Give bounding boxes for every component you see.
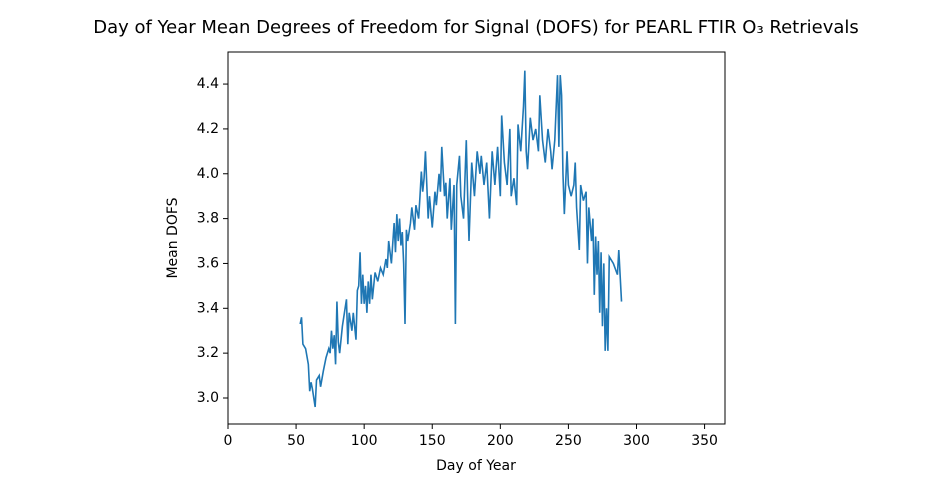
x-tick-label: 350 <box>691 433 718 449</box>
y-tick-label: 3.0 <box>197 390 219 406</box>
y-tick-label: 4.2 <box>197 121 219 137</box>
x-tick-label: 250 <box>555 433 582 449</box>
y-tick-label: 3.8 <box>197 211 219 227</box>
y-tick-label: 3.4 <box>197 300 219 316</box>
y-tick-label: 3.6 <box>197 255 219 271</box>
y-tick-label: 4.0 <box>197 166 219 182</box>
plot-frame <box>227 51 726 425</box>
data-line <box>299 70 623 408</box>
x-axis-label: Day of Year <box>436 458 516 474</box>
x-tick-label: 200 <box>487 433 514 449</box>
y-tick-label: 3.2 <box>197 345 219 361</box>
x-tick-label: 100 <box>351 433 378 449</box>
x-tick-label: 300 <box>623 433 650 449</box>
x-tick-label: 0 <box>224 433 233 449</box>
y-axis-label: Mean DOFS <box>165 197 181 278</box>
chart-title: Day of Year Mean Degrees of Freedom for … <box>93 17 859 38</box>
y-tick-label: 4.4 <box>197 76 219 92</box>
x-tick-label: 150 <box>419 433 446 449</box>
x-tick-label: 50 <box>287 433 305 449</box>
